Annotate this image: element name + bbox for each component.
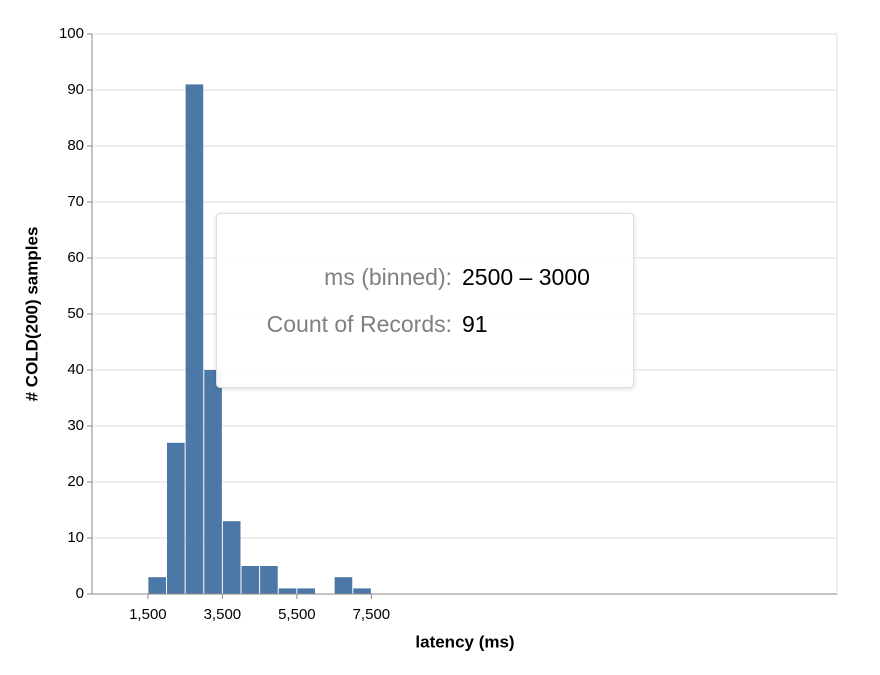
tooltip-key: Count of Records: (266, 311, 452, 337)
y-axis-title: # COLD(200) samples (22, 227, 41, 402)
x-tick-label: 3,500 (204, 606, 242, 623)
x-tick-label: 5,500 (278, 606, 316, 623)
bar (353, 588, 371, 594)
y-tick-label: 0 (76, 585, 84, 602)
y-tick-label: 50 (67, 305, 84, 322)
bar (297, 588, 315, 594)
y-tick-label: 80 (67, 137, 84, 154)
bar (278, 588, 297, 594)
bar (241, 566, 260, 594)
bar (260, 566, 278, 594)
y-tick-label: 10 (67, 529, 84, 546)
tooltip-value: 2500 – 3000 (462, 264, 590, 290)
bar (204, 370, 222, 594)
tooltip: ms (binned): 2500 – 3000 Count of Records:… (216, 213, 634, 388)
x-tick-label: 7,500 (353, 606, 391, 623)
bar (334, 577, 353, 594)
y-tick-label: 90 (67, 81, 84, 98)
y-tick-label: 30 (67, 417, 84, 434)
bar (167, 442, 185, 594)
y-tick-label: 70 (67, 193, 84, 210)
y-tick-label: 20 (67, 473, 84, 490)
tooltip-value: 91 (462, 311, 488, 337)
x-axis-title: latency (ms) (415, 632, 514, 651)
y-tick-label: 100 (59, 25, 84, 42)
tooltip-row: ms (binned): 2500 – 3000 (217, 264, 633, 311)
bar (222, 521, 241, 594)
y-tick-label: 60 (67, 249, 84, 266)
bar (185, 84, 204, 595)
x-tick-label: 1,500 (129, 606, 167, 623)
tooltip-row: Count of Records: 91 (217, 311, 633, 358)
y-tick-label: 40 (67, 361, 84, 378)
bar (148, 577, 166, 594)
tooltip-key: ms (binned): (324, 264, 452, 290)
